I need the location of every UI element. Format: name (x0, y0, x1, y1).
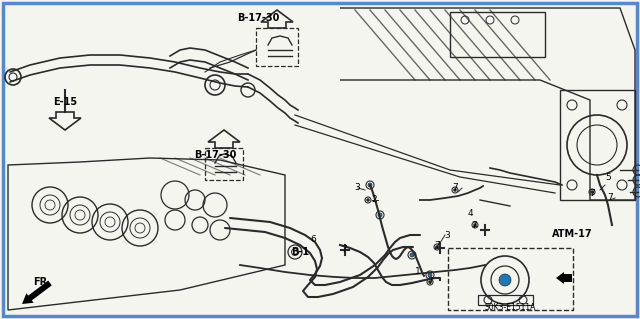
Text: 5: 5 (605, 174, 611, 182)
Text: 7: 7 (589, 189, 595, 197)
Bar (205, 148, 243, 180)
Circle shape (591, 190, 593, 194)
FancyArrow shape (556, 272, 572, 284)
Text: 7: 7 (427, 278, 433, 286)
Circle shape (368, 183, 372, 187)
Text: 4: 4 (467, 209, 473, 218)
Circle shape (454, 189, 456, 191)
Text: B-17-30: B-17-30 (194, 150, 236, 160)
Circle shape (428, 273, 432, 277)
FancyArrow shape (22, 281, 52, 304)
Text: B-17-30: B-17-30 (237, 13, 279, 23)
Text: 2: 2 (371, 196, 377, 204)
Bar (450, 12, 545, 57)
Circle shape (474, 224, 477, 226)
Text: 7: 7 (434, 241, 440, 250)
Text: 3: 3 (354, 183, 360, 192)
Text: 7: 7 (341, 246, 347, 255)
Bar (256, 28, 298, 66)
Text: 7: 7 (471, 221, 477, 231)
Text: 6: 6 (310, 235, 316, 244)
Text: E-15: E-15 (53, 97, 77, 107)
Text: B-1: B-1 (291, 247, 309, 257)
Circle shape (499, 274, 511, 286)
Text: FR.: FR. (33, 277, 51, 287)
Circle shape (435, 246, 438, 249)
Text: 7: 7 (607, 194, 613, 203)
Text: ATM-17: ATM-17 (552, 229, 592, 239)
Circle shape (378, 213, 382, 217)
Bar (448, 248, 573, 310)
Circle shape (367, 198, 369, 202)
Text: 1: 1 (415, 268, 421, 277)
Text: 3: 3 (444, 231, 450, 240)
Text: 7: 7 (452, 183, 458, 192)
Text: S0K3-E1511A: S0K3-E1511A (484, 303, 536, 313)
Bar (478, 295, 533, 305)
Circle shape (429, 280, 431, 284)
Circle shape (410, 253, 414, 257)
